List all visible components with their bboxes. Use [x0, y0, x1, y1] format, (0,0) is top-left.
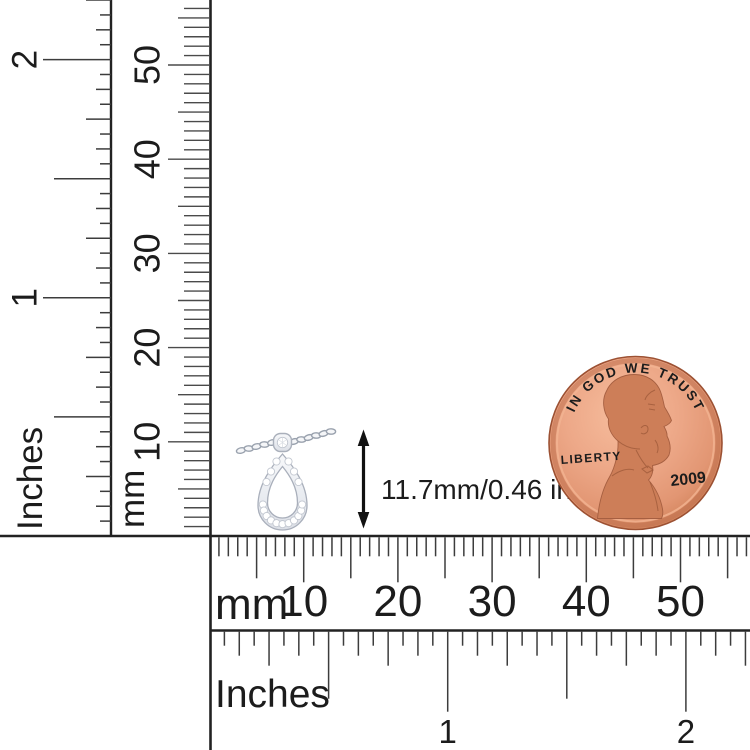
pave-diamond: [294, 477, 303, 487]
ruler-number: 20: [127, 328, 168, 368]
chain-link: [325, 428, 337, 435]
ruler-number: 40: [127, 139, 168, 179]
arrow-head-down-icon: [357, 512, 370, 529]
pave-diamond: [284, 457, 293, 466]
ruler-numbers: 1 2 10 20 30 40 50 10 20 30 40 50 1 2: [6, 45, 705, 750]
bezel-diamond-facets: [278, 437, 287, 448]
horizontal-inch-ruler-ticks: [223, 631, 747, 712]
ruler-number: 10: [279, 577, 328, 626]
ruler-number: 20: [373, 577, 422, 626]
lincoln-bust-details: [611, 389, 659, 512]
arrow-head-up-icon: [357, 429, 370, 446]
ruler-number: 1: [6, 288, 45, 307]
penny-rim: [550, 358, 721, 528]
pave-diamond: [266, 467, 276, 476]
ruler-number: 1: [439, 713, 457, 750]
penny-year: 2009: [670, 469, 707, 490]
ruler-number: 30: [127, 233, 168, 273]
pave-diamond: [262, 477, 271, 487]
vertical-inch-ruler-ticks: [43, 0, 111, 522]
ruler-unit-labels: Inches mm mm Inches: [11, 427, 330, 716]
penny-coin: IN GOD WE TRUST LIBERTY 2009: [548, 355, 723, 531]
dimension-label: 11.7mm/0.46 in: [381, 474, 572, 505]
horizontal-inches-label: Inches: [215, 673, 330, 716]
vertical-mm-ruler-ticks: [168, 7, 210, 528]
ruler-number: 50: [656, 577, 705, 626]
pave-diamond: [272, 457, 281, 466]
pendant-chain: [235, 428, 337, 455]
vertical-mm-label: mm: [113, 470, 152, 528]
dimension-arrow: 11.7mm/0.46 in: [357, 429, 572, 529]
vertical-inches-label: Inches: [11, 427, 50, 530]
pave-diamond: [289, 467, 299, 476]
ruler-number: 50: [127, 45, 168, 85]
diamond-pendant: [235, 428, 337, 531]
horizontal-mm-ruler-ticks: [218, 537, 748, 583]
ruler-number: 30: [468, 577, 517, 626]
horizontal-mm-label: mm: [215, 580, 288, 629]
ruler-number: 10: [127, 422, 168, 462]
lincoln-bust: [597, 374, 672, 519]
ruler-number: 40: [562, 577, 611, 626]
ruler-number: 2: [677, 713, 695, 750]
pave-diamond: [298, 500, 307, 509]
pave-diamonds: [258, 457, 307, 529]
penny-rim-highlight: [556, 363, 715, 523]
ruler-number: 2: [6, 50, 45, 69]
penny-liberty: LIBERTY: [560, 449, 622, 467]
